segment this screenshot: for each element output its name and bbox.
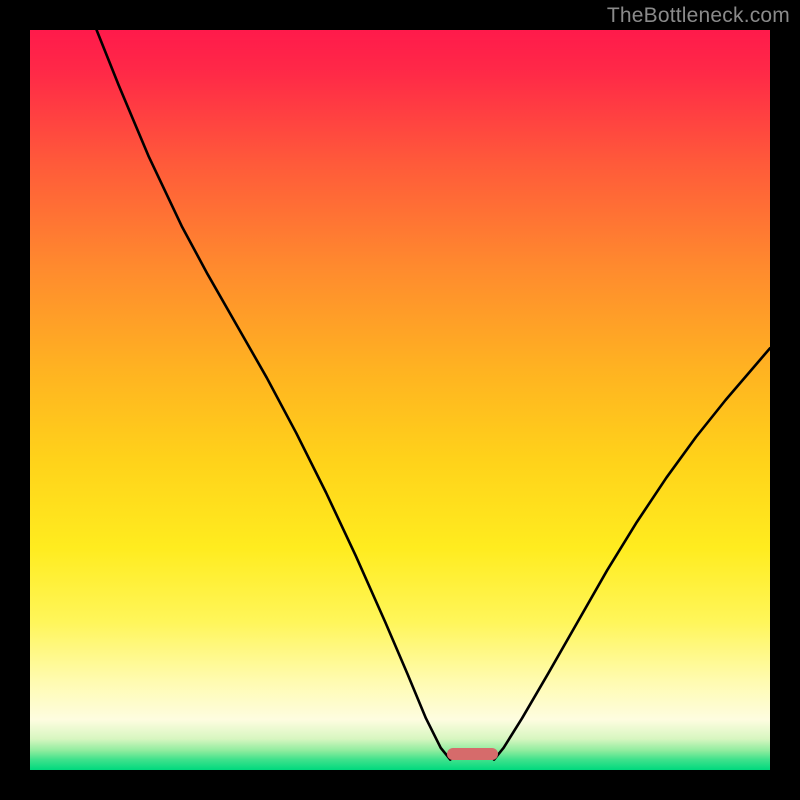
plot-area <box>30 30 770 770</box>
curve-left-branch <box>97 30 451 760</box>
curve-right-branch <box>494 348 770 759</box>
bottleneck-curve <box>30 30 770 770</box>
watermark-text: TheBottleneck.com <box>607 4 790 28</box>
bottleneck-chart: TheBottleneck.com <box>0 0 800 800</box>
optimal-marker <box>447 748 499 760</box>
